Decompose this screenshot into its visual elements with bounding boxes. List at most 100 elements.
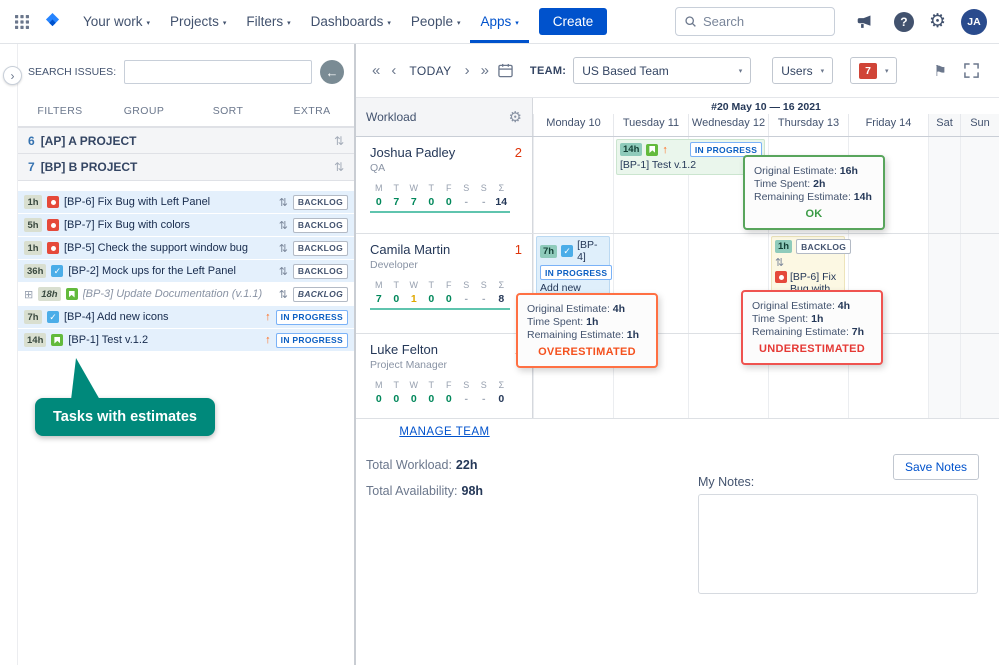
jira-logo[interactable]: [36, 11, 69, 32]
manage-team-link[interactable]: MANAGE TEAM: [399, 426, 490, 438]
estimate-badge: 7h: [24, 310, 42, 324]
announcement-icon[interactable]: [850, 13, 879, 30]
nav-filters[interactable]: Filters ▾: [236, 0, 300, 43]
estimate-badge: 14h: [620, 143, 643, 156]
day-letter: S: [463, 183, 470, 193]
tooltip-label: Time Spent:: [527, 316, 584, 328]
day-letter: S: [480, 280, 487, 290]
sigma-letter: Σ: [498, 280, 505, 290]
last-week-button[interactable]: »: [480, 62, 489, 79]
expand-panel-button[interactable]: ›: [3, 66, 22, 85]
prev-week-button[interactable]: ‹: [391, 62, 397, 79]
day-cell: [533, 234, 613, 333]
task-row-bp6[interactable]: 1h [BP-6] Fix Bug with Left Panel ⇅ BACK…: [18, 191, 354, 213]
issue-count-select[interactable]: 7 ▾: [850, 57, 898, 84]
day-letter: S: [480, 183, 487, 193]
sigma-letter: Σ: [498, 183, 505, 193]
nav-dashboards[interactable]: Dashboards ▾: [301, 0, 401, 43]
task-row-bp1[interactable]: 14h [BP-1] Test v.1.2 ↑ IN PROGRESS: [18, 329, 354, 351]
arrow-up-icon: ↑: [265, 334, 271, 346]
sigma-letter: Σ: [498, 380, 505, 390]
status-badge: BACKLOG: [292, 217, 348, 233]
project-header-b[interactable]: 7 [BP] B PROJECT ⇅: [18, 154, 354, 181]
calendar-header: Workload ⚙ #20 May 10 — 16 2021 Monday 1…: [356, 97, 999, 137]
flag-icon[interactable]: ⚑: [933, 62, 947, 80]
user-avatar[interactable]: JA: [961, 8, 987, 35]
task-row-bp4[interactable]: 7h [BP-4] Add new icons ↑ IN PROGRESS: [18, 306, 354, 328]
tooltip-label: Original Estimate:: [527, 303, 610, 315]
today-button[interactable]: TODAY: [409, 63, 452, 78]
calendar-icon[interactable]: [498, 63, 513, 78]
task-title: [BP-2] Mock ups for the Left Panel: [68, 265, 236, 277]
day-header-monday: Monday 10: [533, 114, 613, 136]
team-select[interactable]: US Based Team ▾: [573, 57, 752, 84]
sort-updown-icon[interactable]: ⇅: [333, 133, 344, 148]
timeline-toolbar: « ‹ TODAY › » TEAM: US Based Team ▾ User…: [356, 44, 999, 97]
estimate-tooltip-overestimated: Original Estimate: 4h Time Spent: 1h Rem…: [516, 293, 658, 368]
task-row-bp2[interactable]: 36h [BP-2] Mock ups for the Left Panel ⇅…: [18, 260, 354, 282]
person-issue-count: 2: [514, 145, 522, 160]
tab-filters[interactable]: FILTERS: [37, 105, 83, 117]
tooltip-label: Remaining Estimate:: [754, 191, 851, 203]
person-name: Camila Martin: [370, 242, 451, 257]
status-badge: BACKLOG: [796, 239, 852, 254]
sort-updown-icon[interactable]: ⇅: [333, 160, 344, 174]
day-cell: [848, 334, 928, 418]
nav-apps[interactable]: Apps ▾: [470, 0, 528, 43]
notes-textarea[interactable]: [698, 494, 978, 594]
nav-your-work[interactable]: Your work ▾: [73, 0, 160, 43]
nav-label: Your work: [83, 14, 143, 29]
day-letter: S: [463, 380, 470, 390]
search-issues-input[interactable]: [124, 60, 312, 84]
task-row-bp3[interactable]: ⊞ 18h [BP-3] Update Documentation (v.1.1…: [18, 283, 354, 305]
settings-gear-icon[interactable]: ⚙: [928, 11, 946, 32]
first-week-button[interactable]: «: [372, 62, 381, 79]
project-header-a[interactable]: 6 [AP] A PROJECT ⇅: [18, 127, 354, 154]
total-workload: Total Workload: 22h: [366, 458, 477, 472]
day-header-saturday: Sat: [928, 114, 960, 136]
tab-extra[interactable]: EXTRA: [293, 105, 331, 117]
day-hours: 0: [445, 196, 452, 208]
tasks-with-estimates-callout: Tasks with estimates: [35, 358, 215, 436]
day-hours: -: [464, 293, 469, 305]
day-letter: T: [393, 183, 400, 193]
project-issue-count: 7: [28, 160, 35, 174]
save-notes-button[interactable]: Save Notes: [892, 454, 979, 480]
arrow-up-icon: ↑: [662, 143, 668, 156]
day-cell: [613, 137, 688, 233]
tab-group[interactable]: GROUP: [123, 105, 165, 117]
tab-sort[interactable]: SORT: [212, 105, 244, 117]
day-cell: [613, 234, 688, 333]
workload-gear-icon[interactable]: ⚙: [508, 109, 522, 126]
nav-projects[interactable]: Projects ▾: [160, 0, 236, 43]
day-cell: [928, 334, 960, 418]
create-button[interactable]: Create: [538, 8, 608, 35]
expand-icon[interactable]: ⊞: [24, 288, 34, 301]
total-workload-label: Total Workload:: [366, 458, 452, 472]
calendar-event-bp1[interactable]: 14h ↑ IN PROGRESS [BP-1] Test v.1.2: [616, 139, 765, 175]
task-row-bp5[interactable]: 1h [BP-5] Check the support window bug ⇅…: [18, 237, 354, 259]
tooltip-value: 4h: [837, 300, 851, 312]
help-icon[interactable]: ?: [893, 11, 914, 32]
fullscreen-icon[interactable]: [964, 63, 979, 78]
issue-count-badge: 7: [859, 62, 877, 79]
person-role: QA: [370, 162, 386, 174]
task-row-bp7[interactable]: 5h [BP-7] Fix Bug with colors ⇅ BACKLOG: [18, 214, 354, 236]
next-week-button[interactable]: ›: [464, 62, 470, 79]
day-cell: [613, 334, 688, 418]
global-search[interactable]: [674, 7, 835, 36]
estimate-badge: 1h: [24, 241, 42, 255]
day-hours: 0: [375, 393, 382, 405]
collapse-panel-button[interactable]: ←: [320, 60, 344, 84]
updown-arrow-icon: ⇅: [775, 257, 785, 269]
users-select[interactable]: Users ▾: [772, 57, 834, 84]
week-range-label: #20 May 10 — 16 2021: [711, 101, 821, 113]
app-switcher-icon[interactable]: [8, 14, 36, 30]
global-search-input[interactable]: [702, 14, 826, 29]
estimate-tooltip-ok: Original Estimate: 16h Time Spent: 2h Re…: [743, 155, 885, 230]
week-total: 0: [498, 393, 505, 405]
nav-people[interactable]: People ▾: [401, 0, 471, 43]
